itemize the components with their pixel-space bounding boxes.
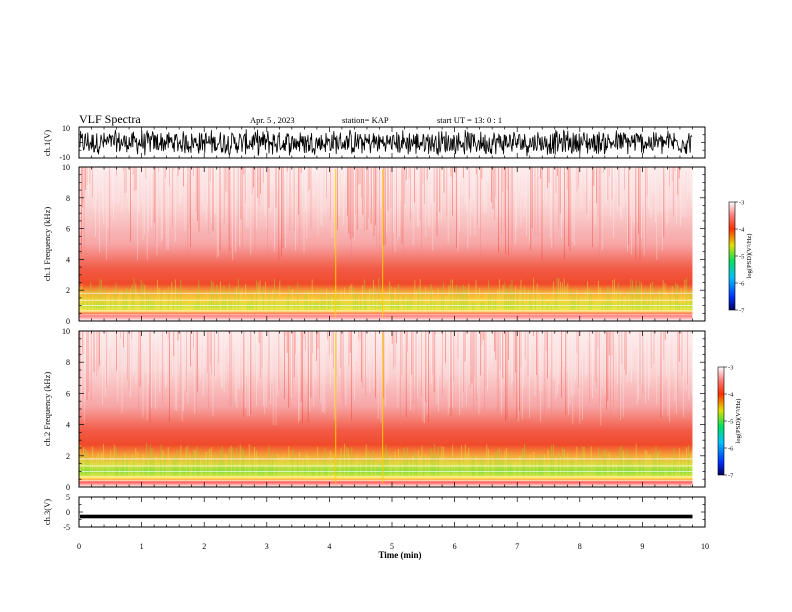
- ch2-spectrogram-striations: [79, 331, 705, 487]
- x-tick-label: 3: [265, 542, 269, 551]
- ch2-spectrogram-ytick-labels: 0 2 4 6 8 10: [62, 327, 70, 492]
- y-tick-label: 2: [66, 452, 70, 461]
- x-tick-label: 1: [140, 542, 144, 551]
- header-station: station= KAP: [342, 115, 389, 125]
- colorbar-tick-label: -6: [739, 281, 745, 288]
- ch1-spectrogram-ylabel: ch.1 Frequency (kHz): [42, 207, 52, 282]
- x-tick-label: 2: [202, 542, 206, 551]
- ch2-spectrogram-ticks: [78, 330, 706, 488]
- ch1-spectrogram-ytick-labels: 0 2 4 6 8 10: [62, 163, 70, 326]
- x-tick-label: 4: [327, 542, 331, 551]
- colorbar-tick-label: -5: [739, 254, 744, 261]
- colorbar-tick-label: -6: [728, 446, 734, 453]
- y-tick-label: 4: [66, 255, 70, 264]
- ch3-ytick-mid: 0: [66, 508, 70, 517]
- colorbar-tick-label: -7: [739, 308, 745, 315]
- y-tick-label: 10: [62, 163, 70, 172]
- ch1-waveform-panel: 10 -10 ch.1(V): [42, 124, 706, 162]
- colorbar-tick-label: -3: [728, 365, 733, 372]
- y-tick-label: 4: [66, 421, 70, 430]
- ch3-trace-band: [80, 514, 693, 519]
- ch2-spectrogram-ylabel: ch.2 Frequency (kHz): [42, 372, 52, 447]
- header-start-time: start UT = 13: 0 : 1: [437, 115, 502, 125]
- x-tick-label: 9: [640, 542, 644, 551]
- header-date: Apr. 5 , 2023: [250, 115, 295, 125]
- ch1-spectrogram-striations: [79, 167, 705, 321]
- ch1-axis-ticks: [78, 126, 706, 159]
- ch1-colorbar-ticks: -3 -4 -5 -6 -7: [735, 200, 745, 315]
- colorbar-tick-label: -5: [728, 419, 733, 426]
- y-tick-label: 0: [66, 317, 70, 326]
- x-tick-label: 5: [390, 542, 394, 551]
- ch2-spectrogram-panel: 0 2 4 6 8 10 ch.2 Frequency (kHz) -3 -4 -5 -6 -7 …: [42, 327, 742, 492]
- ch3-ytick-bottom: -5: [63, 523, 70, 532]
- time-axis-tick-labels: 0 1 2 3 4 5 6 7 8 9 10: [77, 542, 709, 551]
- x-tick-label: 0: [77, 542, 81, 551]
- y-tick-label: 6: [66, 389, 70, 398]
- ch1-colorbar-label: log(PSD)(V²/Hz): [746, 234, 753, 279]
- colorbar-tick-label: -3: [739, 200, 744, 207]
- ch3-waveform-panel: 5 0 -5 ch.3(V) 0 1 2 3 4 5 6 7 8 9 10 Time (min): [42, 493, 709, 560]
- ch1-ytick-top: 10: [62, 124, 70, 133]
- colorbar-tick-label: -4: [728, 392, 734, 399]
- ch1-spectrogram-ticks: [78, 166, 706, 322]
- colorbar-tick-label: -4: [739, 227, 745, 234]
- ch3-axis-ticks: [78, 496, 706, 528]
- x-tick-label: 8: [578, 542, 582, 551]
- ch1-spectrogram-panel: 0 2 4 6 8 10 ch.1 Frequency (kHz) -3 -4 -5 -6 -7 …: [42, 163, 753, 326]
- ch1-ylabel: ch.1(V): [42, 130, 52, 156]
- no-data-margin: [692, 167, 705, 321]
- ch2-colorbar: -3 -4 -5 -6 -7 log(PSD)(V²/Hz): [717, 365, 742, 480]
- time-axis-label: Time (min): [378, 550, 421, 560]
- y-tick-label: 10: [62, 327, 70, 336]
- ch3-ylabel: ch.3(V): [42, 499, 52, 525]
- y-tick-label: 0: [66, 483, 70, 492]
- x-tick-label: 6: [453, 542, 457, 551]
- colorbar-tick-label: -7: [728, 473, 734, 480]
- y-tick-label: 8: [66, 194, 70, 203]
- ch2-colorbar-label: log(PSD)(V²/Hz): [735, 399, 742, 444]
- figure-title: VLF Spectra: [79, 112, 141, 126]
- x-tick-label: 7: [515, 542, 519, 551]
- no-data-margin: [692, 331, 705, 487]
- ch2-colorbar-ticks: -3 -4 -5 -6 -7: [724, 365, 734, 480]
- y-tick-label: 2: [66, 286, 70, 295]
- ch3-ytick-top: 5: [66, 493, 70, 502]
- ch1-colorbar: -3 -4 -5 -6 -7 log(PSD)(V²/Hz): [728, 200, 753, 315]
- y-tick-label: 6: [66, 225, 70, 234]
- ch1-ytick-bottom: -10: [59, 153, 70, 162]
- x-tick-label: 10: [701, 542, 709, 551]
- ch1-trace: [79, 129, 693, 157]
- y-tick-label: 8: [66, 358, 70, 367]
